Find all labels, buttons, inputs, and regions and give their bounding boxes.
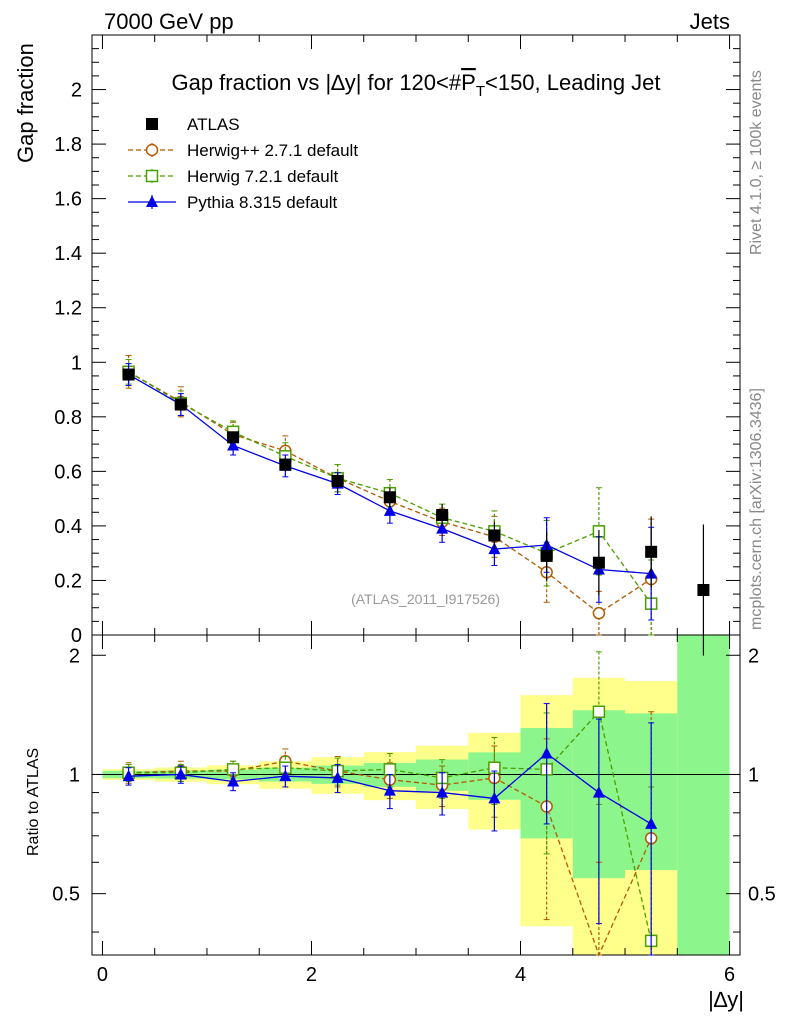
main-y-axis-title: Gap fraction	[13, 43, 38, 163]
ratio-y-axis-title: Ratio to ATLAS	[25, 748, 42, 856]
data-point	[174, 398, 187, 411]
ratio-series-line	[128, 760, 652, 957]
ratio-point	[383, 784, 396, 796]
data-point	[279, 458, 292, 471]
data-point	[331, 474, 344, 487]
data-point	[697, 584, 710, 596]
ratio-point	[488, 791, 501, 804]
main-point	[227, 438, 240, 451]
analysis-tag: (ATLAS_2011_I917526)	[351, 591, 500, 607]
main-y-tick-label: 1.6	[54, 189, 82, 211]
ratio-uncertainty-bands	[102, 635, 730, 955]
legend-marker	[146, 118, 158, 130]
main-y-tick-label: 1	[71, 352, 82, 374]
data-point	[488, 529, 501, 542]
ratio-point	[645, 817, 658, 829]
main-y-tick-label: 0.8	[54, 407, 82, 429]
ratio-point	[331, 771, 344, 783]
main-y-tick-label: 0.4	[54, 516, 82, 538]
main-y-tick-label: 0	[71, 625, 82, 647]
data-point	[227, 431, 240, 444]
ratio-point	[383, 763, 397, 776]
ratio-y-tick-label: 0.5	[52, 884, 80, 906]
mcplots-label: mcplots.cern.ch [arXiv:1306.3436]	[748, 388, 765, 630]
data-point	[540, 549, 553, 562]
legend-marker	[146, 195, 158, 207]
ratio-point	[122, 769, 135, 782]
data-point	[383, 491, 396, 504]
plot-title: Gap fraction vs |∆y| for 120<#PT<150, Le…	[171, 70, 660, 100]
ratio-y-tick-label-right: 0.5	[748, 884, 776, 906]
plot-title-prefix: Gap fraction vs |∆y| for 120<#	[171, 70, 461, 95]
x-tick-label: 0	[97, 964, 108, 986]
main-point	[383, 504, 396, 516]
main-y-tick-label: 2	[71, 80, 82, 102]
main-point	[436, 522, 449, 534]
main-y-tick-label: 0.6	[54, 461, 82, 483]
legend: ATLAS Herwig++ 2.7.1 default Herwig 7.2.1 …	[128, 115, 358, 212]
legend-label: Herwig 7.2.1 default	[187, 167, 338, 186]
data-point	[645, 545, 658, 558]
ratio-panel-series	[122, 651, 658, 957]
ratio-y-tick-label: 1	[69, 764, 80, 786]
x-tick-label: 2	[306, 964, 317, 986]
main-y-tick-label: 1.8	[54, 134, 82, 156]
legend-marker	[145, 143, 159, 157]
ratio-point	[436, 786, 449, 798]
ratio-point	[174, 767, 187, 780]
plot-title-suffix: <150, Leading Jet	[485, 70, 661, 95]
main-y-tick-label: 1.4	[54, 243, 82, 265]
header-jets-label: Jets	[690, 9, 730, 34]
plot-title-t: T	[476, 83, 485, 100]
ratio-point	[227, 774, 240, 787]
ratio-band-inner	[677, 635, 730, 955]
main-y-tick-label: 1.2	[54, 298, 82, 320]
legend-label: ATLAS	[187, 115, 240, 134]
header-energy-label: 7000 GeV pp	[104, 9, 234, 34]
main-series-line	[128, 373, 652, 575]
legend-label: Herwig++ 2.7.1 default	[187, 141, 358, 160]
x-tick-label: 6	[724, 964, 735, 986]
main-panel-series	[122, 354, 710, 656]
ratio-y-tick-label-right: 1	[748, 764, 759, 786]
ratio-y-tick-label: 2	[69, 645, 80, 667]
ratio-y-tick-label-right: 2	[748, 645, 759, 667]
ratio-point	[592, 786, 605, 798]
main-y-tick-label: 0.2	[54, 570, 82, 592]
ratio-point	[540, 746, 553, 759]
legend-marker	[145, 169, 159, 183]
x-axis-title: |∆y|	[708, 987, 744, 1012]
x-tick-label: 4	[515, 964, 526, 986]
data-point	[122, 368, 135, 381]
rivet-version-label: Rivet 4.1.0, ≥ 100k events	[748, 70, 765, 255]
data-point	[436, 509, 449, 521]
ratio-point	[592, 705, 606, 718]
main-point	[592, 606, 606, 620]
data-point	[592, 556, 605, 569]
plot-title-p: P	[461, 70, 476, 95]
legend-label: Pythia 8.315 default	[187, 193, 338, 212]
ratio-point	[279, 769, 292, 782]
axes: 0 2 4 600.20.40.60.811.21.41.61.820.5 0.51 12…	[52, 34, 776, 986]
